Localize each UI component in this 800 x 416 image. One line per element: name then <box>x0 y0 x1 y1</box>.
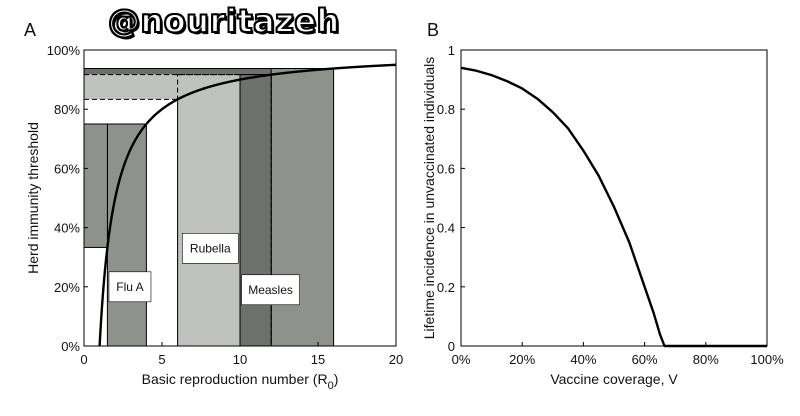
panel-b-x-axis-label: Vaccine coverage, V <box>550 371 678 387</box>
region-flu-a-column <box>106 123 147 347</box>
y-tick-label: 0 <box>448 339 455 354</box>
y-tick-label: 20% <box>54 280 80 295</box>
x-tick-label: 20% <box>509 352 535 367</box>
region-rubella-label-box <box>181 233 239 264</box>
panel-a: A 0 5 10 15 20 0% 20% 40% 60% 80% 100% Flu A Rubell… <box>24 20 403 392</box>
x-tick-label: 60% <box>632 352 658 367</box>
herd-immunity-curve <box>98 63 397 347</box>
x-tick-label: 5 <box>158 352 165 367</box>
panel-a-label: A <box>24 20 36 40</box>
region-measles-label-box <box>241 274 300 306</box>
region-rubella-label: Rubella <box>190 241 231 255</box>
y-tick-label: 0.8 <box>437 102 455 117</box>
region-flu-a-label: Flu A <box>116 280 143 294</box>
panel-a-x-axis-label: Basic reproduction number (R0) <box>142 371 339 392</box>
x-tick-label: 20 <box>389 352 403 367</box>
panel-b: B 0% 20% 40% 60% 80% 100% 0 0.2 0.4 0.6 0.8 1 Vacci… <box>421 20 784 387</box>
panel-a-y-axis-label: Herd immunity threshold <box>25 122 41 274</box>
y-tick-label: 80% <box>54 102 80 117</box>
threshold-band-flu-a <box>83 123 108 248</box>
y-tick-label: 0.2 <box>437 280 455 295</box>
y-tick-label: 40% <box>54 221 80 236</box>
y-tick-label: 0% <box>61 339 80 354</box>
x-tick-label: 80% <box>693 352 719 367</box>
x-tick-label: 0% <box>452 352 471 367</box>
x-tick-label: 10 <box>233 352 247 367</box>
watermark-logo: @nouritazeh <box>107 1 340 41</box>
y-tick-label: 1 <box>448 43 455 58</box>
region-overlap-band <box>239 74 272 347</box>
panel-b-y-axis-label: Lifetime incidence in unvaccinated indiv… <box>421 57 437 340</box>
y-tick-label: 0.4 <box>437 221 455 236</box>
threshold-band-top <box>84 68 334 75</box>
x-tick-label: 0 <box>80 352 87 367</box>
x-tick-label: 100% <box>750 352 784 367</box>
region-measles-label: Measles <box>248 283 293 297</box>
x-tick-label: 15 <box>311 352 325 367</box>
y-tick-label: 100% <box>47 43 81 58</box>
incidence-curve <box>460 66 767 348</box>
y-tick-label: 60% <box>54 161 80 176</box>
panel-b-label: B <box>427 20 439 40</box>
panel-b-frame <box>460 49 768 347</box>
region-flu-a-label-box <box>108 271 152 303</box>
y-tick-label: 0.6 <box>437 161 455 176</box>
x-tick-label: 40% <box>570 352 596 367</box>
